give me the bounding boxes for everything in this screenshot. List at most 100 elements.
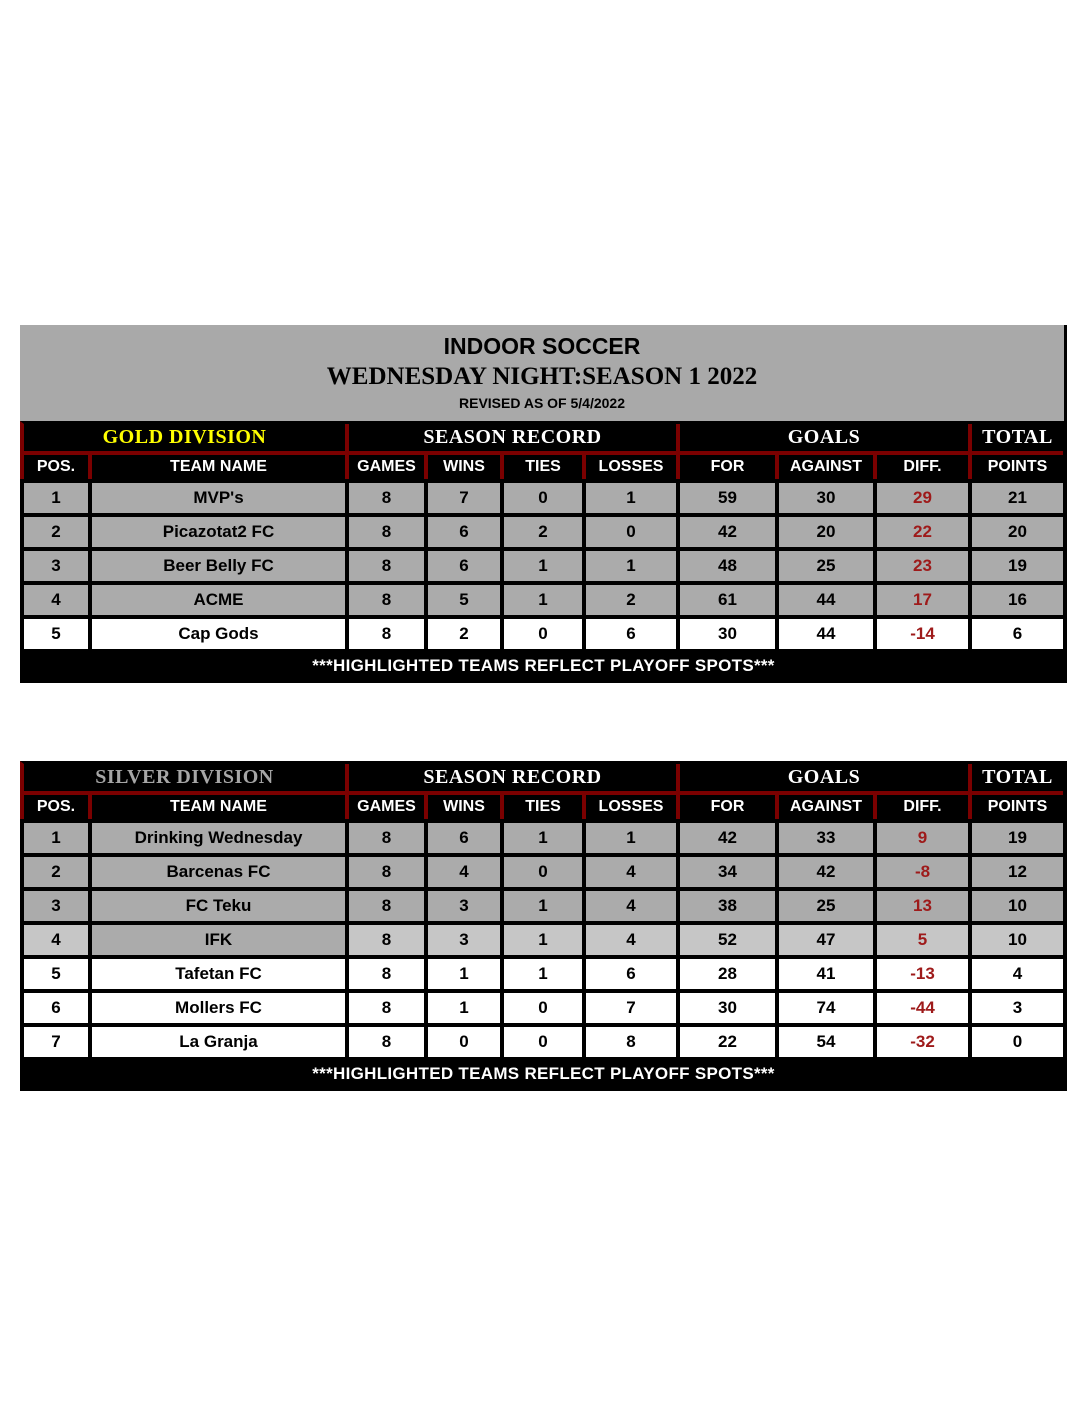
cell-team: Mollers FC <box>92 993 345 1023</box>
cell-wins: 6 <box>428 823 500 853</box>
cell-ties: 0 <box>504 1027 582 1057</box>
cell-losses: 0 <box>586 517 676 547</box>
cell-losses: 6 <box>586 959 676 989</box>
cell-wins: 2 <box>428 619 500 649</box>
cell-team: La Granja <box>92 1027 345 1057</box>
division-label: GOLD DIVISION <box>24 424 345 451</box>
cell-goals-diff: -44 <box>877 993 968 1023</box>
cell-goals-for: 38 <box>680 891 775 921</box>
playoff-note: ***HIGHLIGHTED TEAMS REFLECT PLAYOFF SPO… <box>20 1057 1067 1091</box>
cell-ties: 1 <box>504 823 582 853</box>
cell-games: 8 <box>349 823 424 853</box>
cell-pos: 5 <box>24 959 88 989</box>
cell-points: 12 <box>972 857 1063 887</box>
playoff-note: ***HIGHLIGHTED TEAMS REFLECT PLAYOFF SPO… <box>20 649 1067 683</box>
cell-wins: 1 <box>428 993 500 1023</box>
cell-goals-for: 30 <box>680 619 775 649</box>
cell-goals-against: 44 <box>779 619 873 649</box>
cell-goals-for: 42 <box>680 517 775 547</box>
cell-team: FC Teku <box>92 891 345 921</box>
cell-goals-diff: 23 <box>877 551 968 581</box>
cell-goals-for: 34 <box>680 857 775 887</box>
cell-goals-diff: 17 <box>877 585 968 615</box>
col-header-pos: POS. <box>24 795 88 819</box>
cell-points: 6 <box>972 619 1063 649</box>
cell-goals-diff: 9 <box>877 823 968 853</box>
col-header-games: GAMES <box>349 455 424 479</box>
cell-wins: 3 <box>428 891 500 921</box>
cell-goals-for: 48 <box>680 551 775 581</box>
cell-goals-against: 42 <box>779 857 873 887</box>
cell-losses: 4 <box>586 925 676 955</box>
total-header: TOTAL <box>972 424 1063 451</box>
cell-points: 10 <box>972 891 1063 921</box>
cell-team: Tafetan FC <box>92 959 345 989</box>
cell-goals-against: 54 <box>779 1027 873 1057</box>
cell-ties: 1 <box>504 925 582 955</box>
cell-goals-for: 28 <box>680 959 775 989</box>
col-header-ties: TIES <box>504 795 582 819</box>
cell-goals-for: 59 <box>680 483 775 513</box>
col-header-games: GAMES <box>349 795 424 819</box>
cell-ties: 1 <box>504 891 582 921</box>
cell-games: 8 <box>349 551 424 581</box>
cell-games: 8 <box>349 857 424 887</box>
cell-losses: 1 <box>586 551 676 581</box>
season-record-header: SEASON RECORD <box>349 764 676 791</box>
cell-losses: 4 <box>586 891 676 921</box>
cell-games: 8 <box>349 891 424 921</box>
cell-pos: 3 <box>24 891 88 921</box>
season-record-header: SEASON RECORD <box>349 424 676 451</box>
cell-goals-against: 41 <box>779 959 873 989</box>
col-header-wins: WINS <box>428 455 500 479</box>
cell-pos: 3 <box>24 551 88 581</box>
gold-division-table: GOLD DIVISION SEASON RECORD GOALS TOTAL … <box>20 421 1067 683</box>
cell-points: 4 <box>972 959 1063 989</box>
cell-goals-against: 25 <box>779 891 873 921</box>
cell-games: 8 <box>349 619 424 649</box>
cell-pos: 2 <box>24 857 88 887</box>
cell-games: 8 <box>349 925 424 955</box>
cell-wins: 1 <box>428 959 500 989</box>
cell-pos: 1 <box>24 823 88 853</box>
cell-team: ACME <box>92 585 345 615</box>
table-body: 1 Drinking Wednesday 8 6 1 1 42 33 9 19 2 Barcenas … <box>20 819 1067 1057</box>
cell-goals-diff: 29 <box>877 483 968 513</box>
col-header-team: TEAM NAME <box>92 455 345 479</box>
col-header-diff: DIFF. <box>877 795 968 819</box>
cell-points: 0 <box>972 1027 1063 1057</box>
col-header-against: AGAINST <box>779 795 873 819</box>
cell-goals-diff: -14 <box>877 619 968 649</box>
cell-wins: 6 <box>428 517 500 547</box>
col-header-wins: WINS <box>428 795 500 819</box>
cell-games: 8 <box>349 1027 424 1057</box>
cell-goals-diff: -13 <box>877 959 968 989</box>
cell-points: 10 <box>972 925 1063 955</box>
cell-points: 20 <box>972 517 1063 547</box>
cell-ties: 0 <box>504 993 582 1023</box>
cell-losses: 6 <box>586 619 676 649</box>
cell-goals-against: 44 <box>779 585 873 615</box>
cell-goals-diff: 13 <box>877 891 968 921</box>
cell-goals-diff: 5 <box>877 925 968 955</box>
cell-wins: 7 <box>428 483 500 513</box>
cell-losses: 1 <box>586 483 676 513</box>
cell-ties: 1 <box>504 585 582 615</box>
cell-losses: 8 <box>586 1027 676 1057</box>
title-block: INDOOR SOCCER WEDNESDAY NIGHT:SEASON 1 2… <box>20 325 1067 421</box>
cell-team: Picazotat2 FC <box>92 517 345 547</box>
standings-sheet: INDOOR SOCCER WEDNESDAY NIGHT:SEASON 1 2… <box>20 325 1067 1091</box>
cell-goals-for: 42 <box>680 823 775 853</box>
cell-pos: 7 <box>24 1027 88 1057</box>
cell-ties: 1 <box>504 551 582 581</box>
table-body: 1 MVP's 8 7 0 1 59 30 29 21 2 Picazotat2 FC 8 6 2 0 42 20… <box>20 479 1067 649</box>
col-header-losses: LOSSES <box>586 795 676 819</box>
page-subtitle: WEDNESDAY NIGHT:SEASON 1 2022 <box>326 363 758 390</box>
cell-wins: 6 <box>428 551 500 581</box>
cell-team: MVP's <box>92 483 345 513</box>
cell-goals-against: 20 <box>779 517 873 547</box>
cell-pos: 4 <box>24 585 88 615</box>
cell-team: Cap Gods <box>92 619 345 649</box>
col-header-losses: LOSSES <box>586 455 676 479</box>
cell-ties: 2 <box>504 517 582 547</box>
